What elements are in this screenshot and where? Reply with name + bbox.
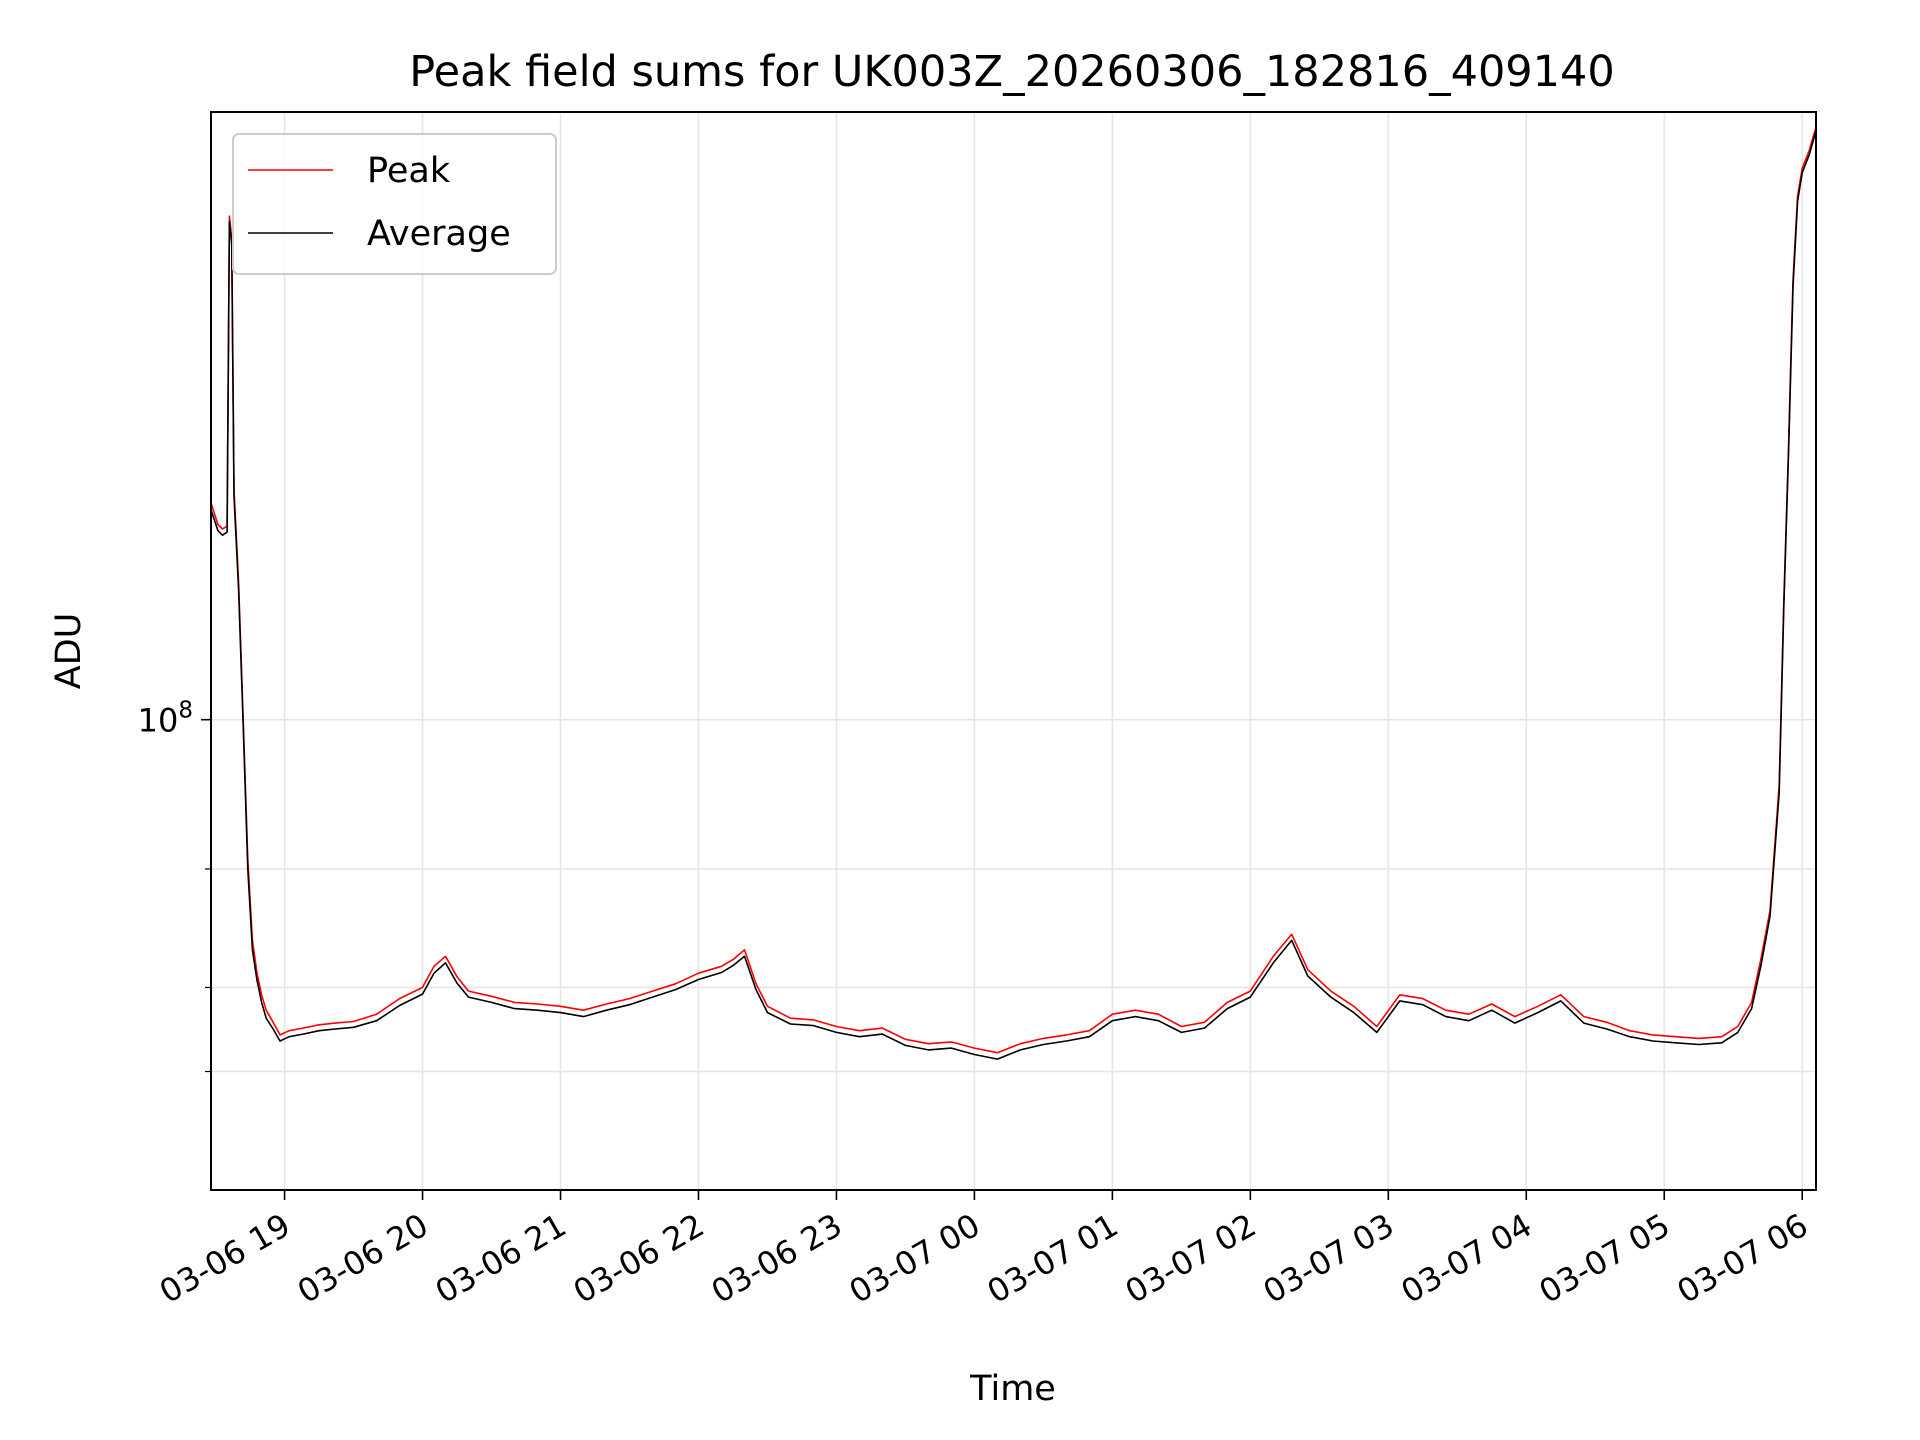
grid-layer [211,112,1816,1190]
legend-label-peak: Peak [367,151,451,191]
series-line-peak [210,126,1817,1054]
plot-frame [210,111,1817,1191]
legend-box [232,133,557,275]
y-tick-label: 108 [138,698,193,740]
legend: Peak Average [232,133,557,275]
x-axis-label: Time [969,1369,1056,1409]
series-layer [210,126,1817,1060]
series-line-average [210,130,1817,1060]
y-axis-ticks: 108 [138,698,211,1073]
y-axis-label: ADU [49,613,89,690]
legend-label-average: Average [367,214,511,254]
chart-title: Peak field sums for UK003Z_20260306_1828… [409,47,1615,97]
